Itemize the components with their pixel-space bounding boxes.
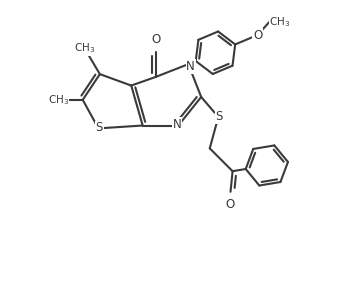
Text: O: O <box>225 198 234 210</box>
Text: $\mathregular{CH_3}$: $\mathregular{CH_3}$ <box>48 93 69 107</box>
Text: N: N <box>186 60 195 73</box>
Text: S: S <box>95 121 103 134</box>
Text: O: O <box>151 33 160 46</box>
Text: $\mathregular{CH_3}$: $\mathregular{CH_3}$ <box>74 42 95 55</box>
Text: $\mathregular{CH_3}$: $\mathregular{CH_3}$ <box>270 15 291 29</box>
Text: O: O <box>253 29 262 42</box>
Text: S: S <box>216 111 223 123</box>
Text: N: N <box>173 118 181 131</box>
